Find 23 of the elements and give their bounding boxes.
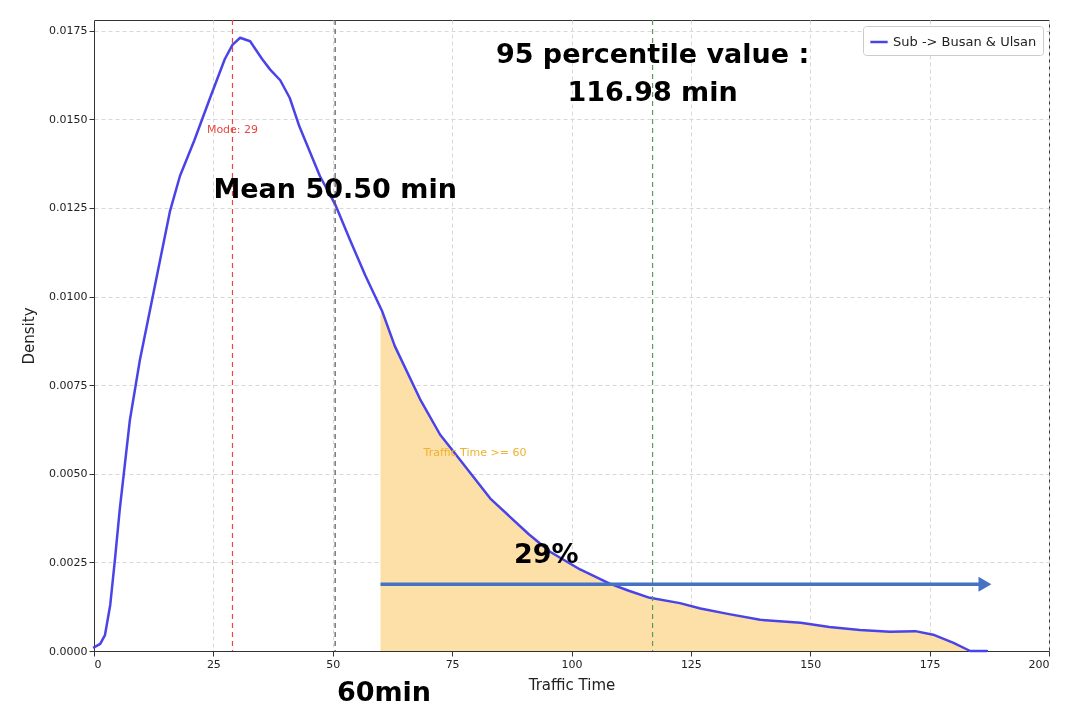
text: 60min (336, 676, 432, 707)
x-axis-title: Traffic Time (527, 675, 616, 694)
ref-line-label: 95 percentile value : 116.98 min (495, 38, 810, 107)
y-tick-label: 0.0025 (49, 555, 88, 569)
y-tick-label: 0.0075 (49, 378, 88, 392)
y-tick-label: 0.0125 (49, 201, 88, 215)
x-tick-label: 200 (1028, 657, 1050, 671)
y-tick-label: 0.0175 (49, 24, 88, 38)
x-tick-label: 75 (445, 657, 460, 671)
y-tick-label: 0.0100 (49, 290, 88, 304)
y-tick-label: 0.0000 (49, 644, 88, 658)
x-tick-label: 100 (561, 657, 583, 671)
x-tick-label: 25 (206, 657, 221, 671)
ref-line-label: Mode: 29 (206, 123, 259, 136)
y-axis-title: Density (20, 307, 39, 365)
x-tick-label: 0 (94, 657, 102, 671)
legend-label: Sub -> Busan & Ulsan (893, 34, 1037, 49)
x-tick-label: 150 (800, 657, 822, 671)
y-tick-label: 0.0150 (49, 112, 88, 126)
x-tick-label: 125 (680, 657, 702, 671)
x-tick-label: 50 (326, 657, 341, 671)
x-tick-label: 175 (919, 657, 941, 671)
y-tick-label: 0.0050 (49, 467, 88, 481)
